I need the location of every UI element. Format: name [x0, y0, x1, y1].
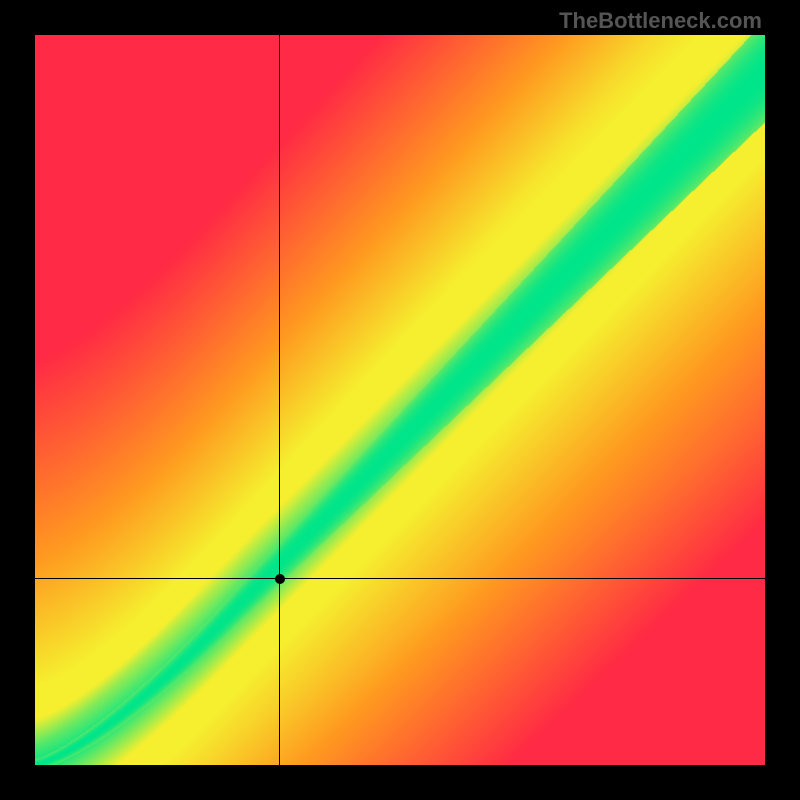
- watermark-text: TheBottleneck.com: [559, 8, 762, 34]
- bottleneck-heatmap: [35, 35, 765, 765]
- crosshair-marker: [275, 574, 285, 584]
- crosshair-vertical: [279, 35, 280, 765]
- crosshair-horizontal: [35, 578, 765, 579]
